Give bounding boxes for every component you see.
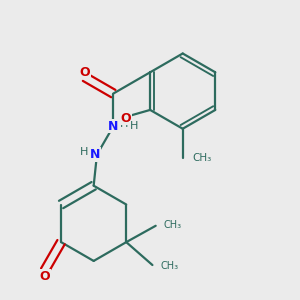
Text: CH₃: CH₃ — [193, 153, 212, 163]
Text: H: H — [80, 147, 89, 157]
Text: CH₃: CH₃ — [160, 261, 179, 271]
Text: O: O — [80, 66, 90, 79]
Text: CH₃: CH₃ — [164, 220, 182, 230]
Text: N: N — [90, 148, 101, 161]
Text: N: N — [108, 120, 119, 133]
Text: O: O — [39, 270, 50, 283]
Text: O: O — [120, 112, 131, 124]
Text: H: H — [120, 119, 128, 129]
Text: H: H — [130, 121, 138, 131]
